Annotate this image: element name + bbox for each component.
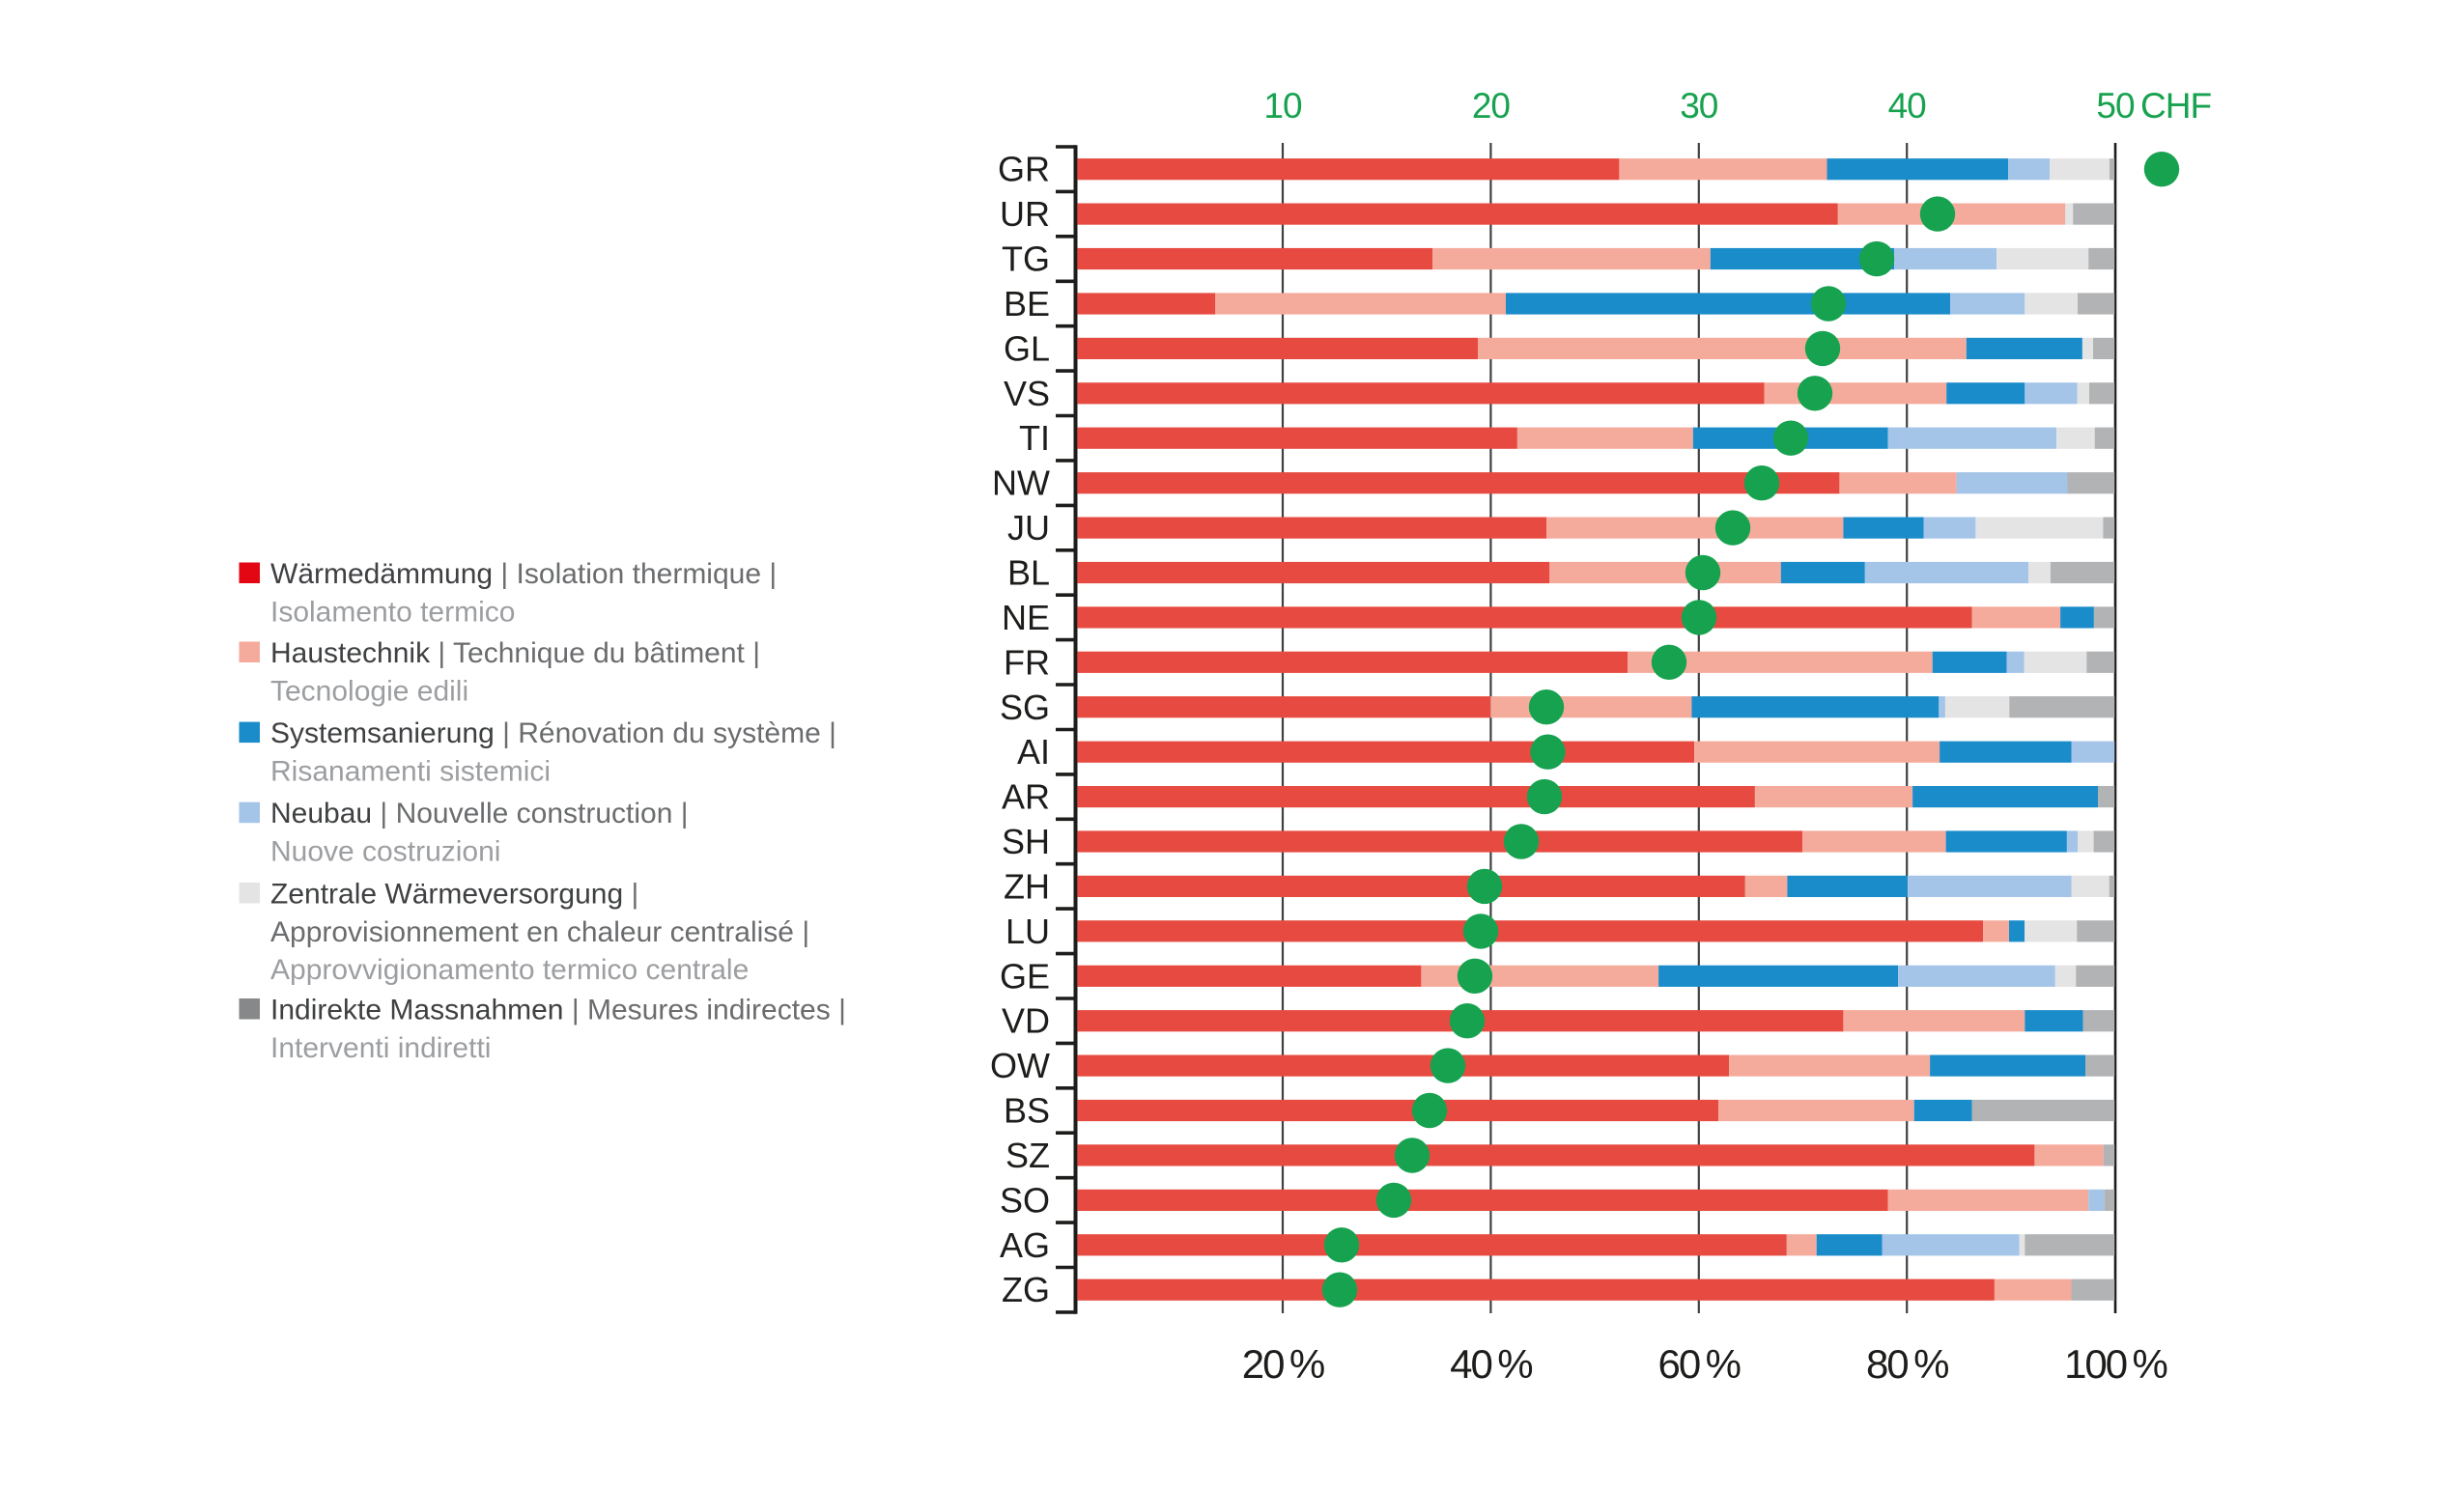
svg-text:Indirekte Massnahmen | Mesures: Indirekte Massnahmen | Mesures indirecte…: [270, 995, 846, 1026]
svg-text:Wärmedämmung | Isolation therm: Wärmedämmung | Isolation thermique |: [270, 558, 777, 590]
svg-text:50: 50: [2096, 86, 2135, 126]
svg-text:Tecnologie edili: Tecnologie edili: [270, 675, 468, 707]
svg-text:20 %: 20 %: [1242, 1341, 1324, 1387]
svg-text:SG: SG: [1000, 688, 1050, 727]
svg-text:Haustechnik | Technique du bât: Haustechnik | Technique du bâtiment |: [270, 637, 760, 669]
svg-text:10: 10: [1263, 86, 1302, 126]
svg-text:NE: NE: [1002, 598, 1050, 637]
svg-text:40 %: 40 %: [1450, 1341, 1532, 1387]
svg-text:30: 30: [1680, 86, 1718, 126]
svg-text:Neubau | Nouvelle construction: Neubau | Nouvelle construction |: [270, 798, 689, 829]
svg-text:80 %: 80 %: [1866, 1341, 1948, 1387]
svg-text:CHF: CHF: [2140, 86, 2211, 126]
svg-text:AI: AI: [1017, 732, 1050, 772]
svg-text:AR: AR: [1002, 777, 1050, 817]
svg-text:Nuove costruzioni: Nuove costruzioni: [270, 836, 500, 868]
svg-text:SZ: SZ: [1005, 1136, 1050, 1175]
svg-text:VD: VD: [1002, 1001, 1050, 1041]
svg-text:GR: GR: [998, 150, 1050, 189]
svg-text:VS: VS: [1004, 374, 1050, 413]
svg-text:BS: BS: [1004, 1091, 1050, 1131]
svg-text:100 %: 100 %: [2064, 1341, 2167, 1387]
svg-text:Systemsanierung | Rénovation d: Systemsanierung | Rénovation du système …: [270, 717, 836, 749]
svg-text:LU: LU: [1005, 912, 1050, 951]
svg-text:OW: OW: [990, 1046, 1050, 1085]
svg-text:40: 40: [1888, 86, 1927, 126]
svg-text:GL: GL: [1004, 328, 1050, 368]
svg-text:BE: BE: [1004, 284, 1050, 323]
svg-text:TG: TG: [1002, 239, 1050, 279]
svg-text:Interventi indiretti: Interventi indiretti: [270, 1032, 491, 1064]
svg-text:Approvisionnement en chaleur c: Approvisionnement en chaleur centralisé …: [270, 916, 809, 948]
svg-text:JU: JU: [1007, 508, 1050, 548]
svg-text:20: 20: [1472, 86, 1511, 126]
svg-text:TI: TI: [1019, 418, 1050, 458]
svg-text:BL: BL: [1007, 553, 1050, 593]
svg-text:Isolamento termico: Isolamento termico: [270, 596, 515, 628]
svg-text:NW: NW: [992, 464, 1050, 503]
svg-text:Approvvigionamento termico cen: Approvvigionamento termico centrale: [270, 954, 749, 986]
svg-text:Zentrale Wärmeversorgung |: Zentrale Wärmeversorgung |: [270, 878, 638, 910]
svg-text:Risanamenti sistemici: Risanamenti sistemici: [270, 756, 551, 788]
svg-text:SO: SO: [1000, 1180, 1050, 1220]
svg-text:60 %: 60 %: [1658, 1341, 1741, 1387]
svg-text:ZG: ZG: [1002, 1270, 1050, 1309]
svg-text:FR: FR: [1004, 642, 1050, 682]
svg-text:ZH: ZH: [1004, 866, 1050, 906]
svg-text:AG: AG: [1000, 1225, 1050, 1265]
svg-text:SH: SH: [1002, 822, 1050, 861]
svg-text:GE: GE: [1000, 956, 1050, 996]
svg-text:UR: UR: [1000, 194, 1050, 234]
